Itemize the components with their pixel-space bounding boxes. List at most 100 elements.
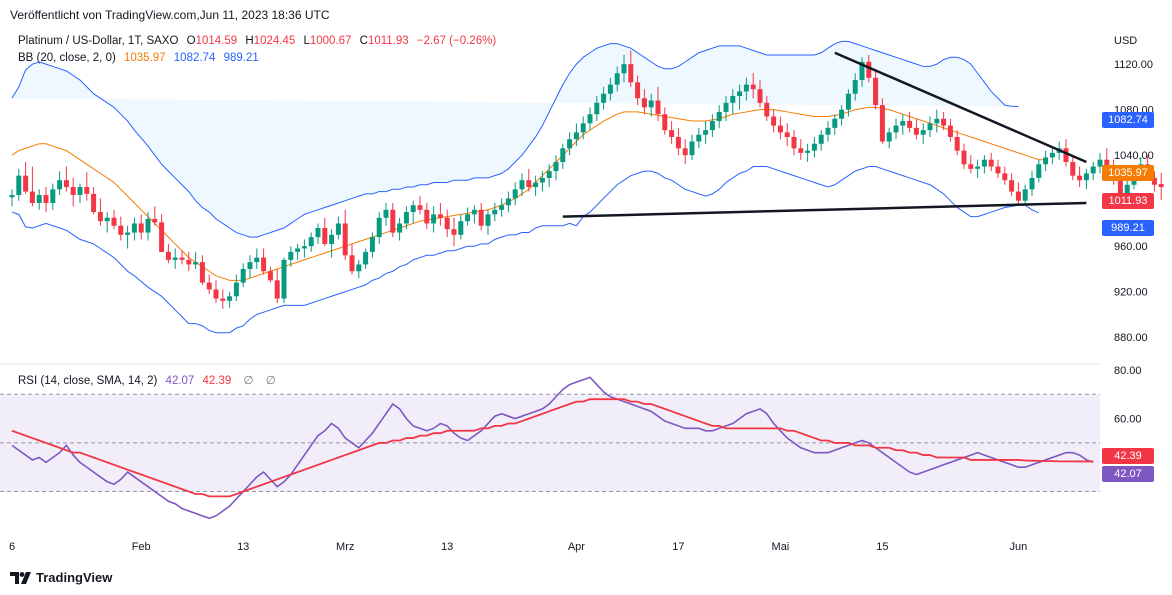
time-tick-label: Mai [772,541,790,553]
candle-body [329,234,335,244]
candle-body [893,125,899,133]
candle-body [322,228,328,244]
candle-body [131,223,137,233]
bb-upper-tag: 1082.74 [1102,112,1154,128]
candle-body [125,232,131,235]
rsi-tag: 42.07 [1102,466,1154,482]
candle-body [825,127,831,135]
candle-body [138,223,144,233]
candle-body [281,259,287,299]
close-value: 1011.93 [367,35,409,47]
published-note: Veröffentlicht von TradingView.com,Jun 1… [10,8,330,22]
trendline [562,201,1087,218]
candle-body [519,180,525,190]
bb-name[interactable]: BB (20, close, 2, 0) [18,52,116,64]
bb-upper-value: 1082.74 [173,52,216,64]
candle-body [811,143,817,151]
candle-body [478,209,484,226]
candle-body [771,116,777,126]
time-tick-label: 13 [237,541,249,553]
candle-body [179,257,185,260]
candle-body [975,166,981,169]
tradingview-logo-icon [10,571,31,584]
candle-body [50,189,56,203]
candle-body [1151,177,1157,185]
candle-body [505,198,511,206]
candle-body [696,134,702,142]
time-tick-label: 15 [876,541,888,553]
candle-body [1029,177,1035,190]
low-value: 1000.67 [309,35,352,47]
candle-body [614,73,620,85]
candle-body [546,171,552,178]
candle-body [254,257,260,263]
candle-body [1043,157,1049,165]
candle-body [1002,173,1008,181]
candle-body [607,84,613,94]
candle-body [383,209,389,218]
candle-body [859,61,865,81]
candle-body [97,212,103,222]
candle-body [1124,184,1130,197]
candle-body [934,118,940,124]
candle-body [308,237,314,247]
candle-body [601,93,607,103]
ohlc-values: O1014.59 H1024.45 L1000.67 C1011.93 −2.6… [187,35,502,47]
candle-body [709,121,715,131]
candle-body [675,136,681,149]
candle-body [1049,152,1055,158]
currency-label: USD [1114,35,1138,47]
candle-body [295,248,301,252]
candle-body [981,159,987,167]
candle-body [1090,166,1096,174]
candle-body [886,132,892,142]
candle-body [376,217,382,238]
hidden-plot-icon[interactable]: ∅ [265,375,276,387]
candle-body [730,96,736,103]
candle-body [845,93,851,110]
hidden-plot-icon[interactable]: ∅ [243,375,254,387]
bb-lower-value: 989.21 [223,52,259,64]
candle-body [91,193,97,213]
candle-body [954,136,960,151]
candle-body [36,195,42,203]
candle-body [437,214,443,218]
open-label: O [186,35,196,47]
candle-body [43,195,49,203]
candle-body [267,271,273,281]
symbol-name[interactable]: Platinum / US-Dollar, 1T, SAXO [18,35,179,47]
candle-body [689,141,695,156]
candle-body [240,268,246,283]
candle-body [397,223,403,233]
candle-body [458,221,464,235]
candle-body [220,298,226,301]
time-tick-label: 17 [672,541,684,553]
candle-body [947,125,953,137]
candle-body [873,77,879,106]
price-tick-label: 1120.00 [1114,59,1153,71]
candle-body [1083,173,1089,181]
candle-body [866,61,872,78]
candle-body [968,164,974,169]
candle-body [641,98,647,108]
footer-brand: TradingView [10,570,112,585]
candle-body [798,148,804,153]
open-value: 1014.59 [195,35,238,47]
candle-body [1015,191,1021,201]
candle-body [410,205,416,213]
rsi-tick-label: 80.00 [1114,365,1142,377]
candle-body [390,209,396,233]
candle-body [471,209,477,215]
rsi-sma-line [11,398,1094,498]
candle-body [879,105,885,142]
candle-body [920,130,926,135]
candle-body [703,130,709,135]
candle-body [1022,189,1028,201]
candle-body [655,100,661,115]
candle-body [206,282,212,290]
candle-body [451,229,457,235]
rsi-name[interactable]: RSI (14, close, SMA, 14, 2) [18,375,158,387]
candle-body [1036,164,1042,178]
candle-body [485,214,491,226]
